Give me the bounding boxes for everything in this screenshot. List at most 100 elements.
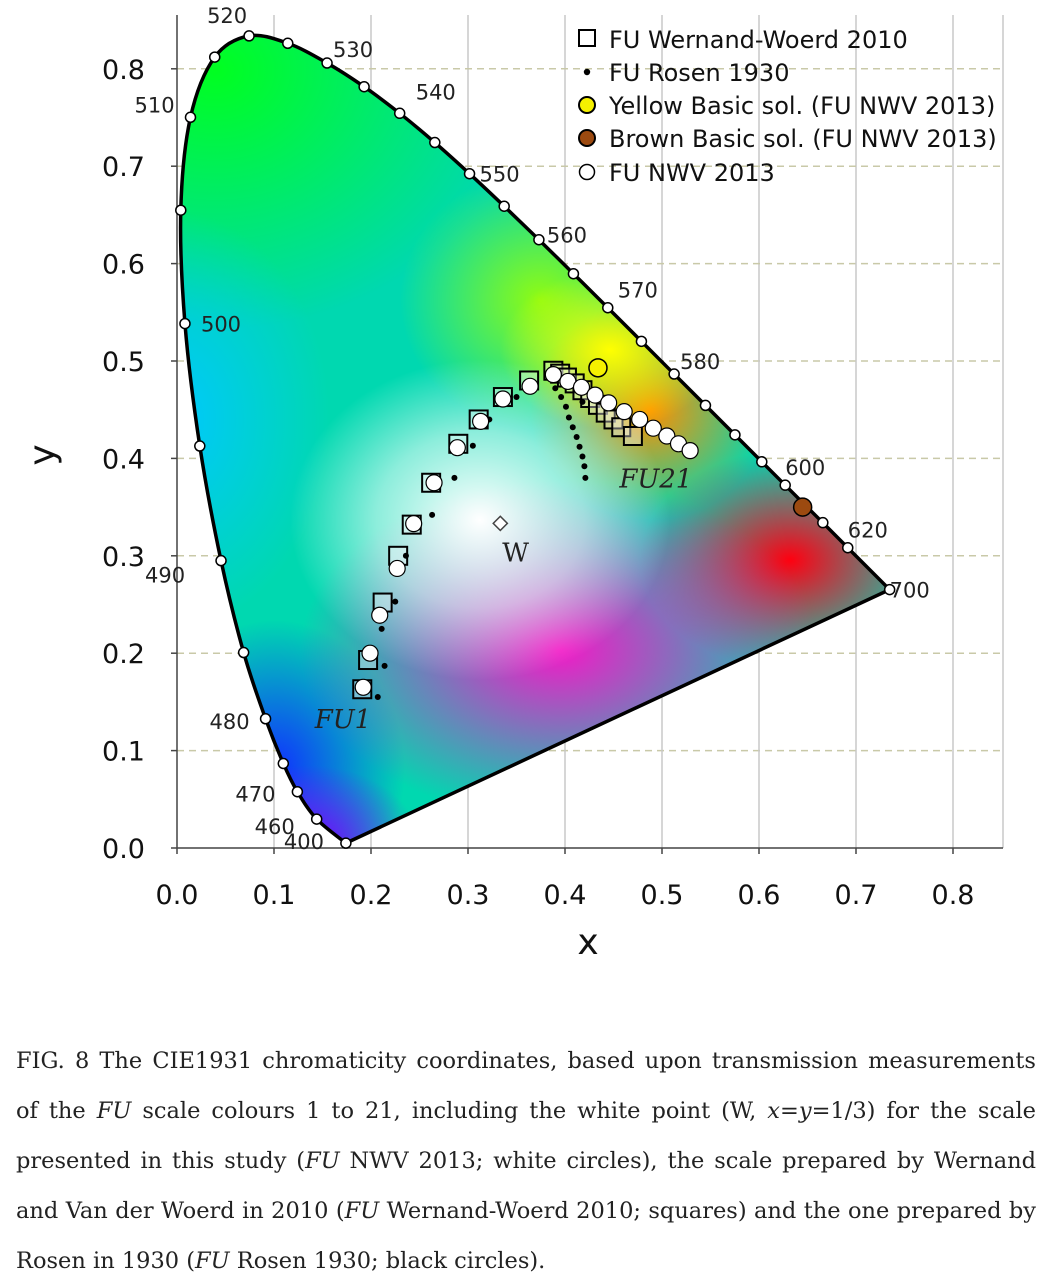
nwv-2013-point (494, 390, 512, 408)
locus-wavelength-marker (699, 399, 712, 412)
nwv-2013-point (354, 678, 372, 696)
x-axis-ticks: 0.0 0.1 0.2 0.3 0.4 0.5 0.6 0.7 0.8 (156, 848, 975, 911)
locus-wavelength-marker (463, 167, 476, 180)
y-tick-label: 0.6 (102, 250, 145, 281)
rosen-point (402, 552, 409, 559)
locus-wavelength-marker (635, 335, 648, 348)
nwv-2013-point (448, 439, 466, 457)
locus-wavelength-marker (179, 317, 191, 330)
rosen-point (576, 443, 583, 450)
x-tick-label: 0.2 (350, 880, 393, 911)
caption-fig-number: FIG. 8 (16, 1048, 90, 1074)
locus-wavelength-marker (277, 757, 290, 770)
x-tick-label: 0.0 (156, 880, 199, 911)
nwv-2013-point (521, 377, 539, 395)
y-tick-label: 0.5 (102, 347, 145, 378)
legend-square-icon (578, 29, 596, 47)
locus-wavelength-marker (842, 541, 854, 554)
nwv-2013-point (586, 386, 604, 404)
y-tick-label: 0.4 (102, 444, 145, 475)
locus-wavelength-marker (602, 301, 614, 314)
y-tick-label: 0.0 (102, 834, 145, 865)
caption-text: = (780, 1098, 799, 1124)
spectral-locus-line (178, 33, 892, 845)
locus-wavelength-marker (184, 111, 197, 124)
x-tick-label: 0.8 (932, 880, 975, 911)
wavelength-label: 460 (255, 815, 295, 839)
wavelength-label: 600 (785, 456, 825, 480)
nwv-2013-point (388, 559, 406, 578)
locus-wavelength-marker (175, 204, 187, 216)
legend-yellow-circle-icon (578, 96, 596, 114)
locus-wavelength-marker (498, 200, 510, 212)
locus-wavelength-marker (215, 554, 227, 567)
locus-wavelength-marker (208, 51, 221, 63)
nwv-2013-point (631, 410, 649, 429)
legend-label-yellow: Yellow Basic sol. (FU NWV 2013) (608, 92, 995, 120)
wavelength-label: 510 (134, 93, 174, 117)
rosen-point (392, 598, 399, 605)
locus-wavelength-marker (729, 429, 741, 441)
rosen-point (581, 463, 588, 470)
wavelength-label: 490 (145, 564, 185, 588)
nwv-2013-point (644, 419, 662, 437)
wavelength-label: 500 (201, 313, 241, 337)
nwv-2013-point (425, 474, 443, 492)
nwv-2013-point (361, 644, 379, 662)
legend-brown-circle-icon (578, 129, 596, 147)
wavelength-label: 620 (848, 519, 888, 543)
annotations: FU1 FU21 (314, 465, 693, 736)
nwv-2013-point (572, 378, 591, 396)
white-point: W (492, 515, 529, 568)
rosen-point (558, 394, 565, 401)
nwv-2013-point (681, 442, 699, 460)
legend-label-nwv: FU NWV 2013 (609, 159, 775, 187)
wavelength-label: 700 (890, 579, 930, 603)
wavelength-label: 400 (284, 830, 324, 854)
x-tick-label: 0.4 (544, 880, 587, 911)
caption-x: x (767, 1098, 780, 1124)
caption-text: NWV 2013; white circles), the scale prep… (16, 1148, 1036, 1224)
y-axis-title: y (22, 444, 63, 465)
rosen-point (552, 385, 559, 392)
x-tick-label: 0.7 (835, 880, 878, 911)
rosen-point (562, 403, 569, 410)
locus-wavelength-marker (668, 368, 680, 380)
wavelength-label: 530 (333, 38, 373, 62)
nwv-2013-point (600, 394, 618, 412)
legend: FU Wernand-Woerd 2010 FU Rosen 1930 Yell… (578, 26, 997, 187)
white-point-label: W (502, 538, 529, 568)
caption-fu: FU (305, 1148, 340, 1174)
data-series (352, 358, 813, 701)
rosen-point (565, 414, 572, 421)
caption-fu: FU (344, 1198, 380, 1224)
white-point-marker (492, 515, 509, 532)
nwv-2013-point (371, 606, 389, 624)
locus-wavelength-marker (756, 456, 768, 468)
y-tick-label: 0.1 (102, 737, 145, 768)
rosen-point (579, 453, 586, 460)
caption-text: Wernand-Woerd 2010; squares) and the one… (16, 1198, 1036, 1274)
y-tick-label: 0.3 (102, 542, 145, 573)
y-tick-label: 0.2 (102, 639, 145, 670)
caption-text: Rosen 1930; black circles). (229, 1248, 546, 1274)
rosen-point (429, 511, 436, 518)
locus-wavelength-marker (291, 785, 304, 798)
locus-wavelength-marker (340, 837, 352, 849)
y-tick-label: 0.7 (102, 152, 145, 183)
x-tick-label: 0.5 (641, 880, 684, 911)
chromaticity-figure: 400 460 470 480 490 500 510 520 530 540 550 560 570 5… (22, 4, 1004, 963)
x-tick-label: 0.3 (447, 880, 490, 911)
legend-label-brown: Brown Basic sol. (FU NWV 2013) (609, 125, 997, 153)
rosen-point (378, 625, 385, 632)
legend-white-circle-icon (578, 163, 596, 181)
locus-wavelength-marker (282, 37, 294, 50)
locus-wavelength-marker (533, 233, 545, 246)
caption-y: y (798, 1098, 812, 1124)
legend-label-rosen: FU Rosen 1930 (609, 59, 789, 87)
locus-wavelength-marker (321, 57, 333, 69)
nwv-2013-point (544, 366, 562, 384)
caption-fu: FU (195, 1248, 230, 1274)
